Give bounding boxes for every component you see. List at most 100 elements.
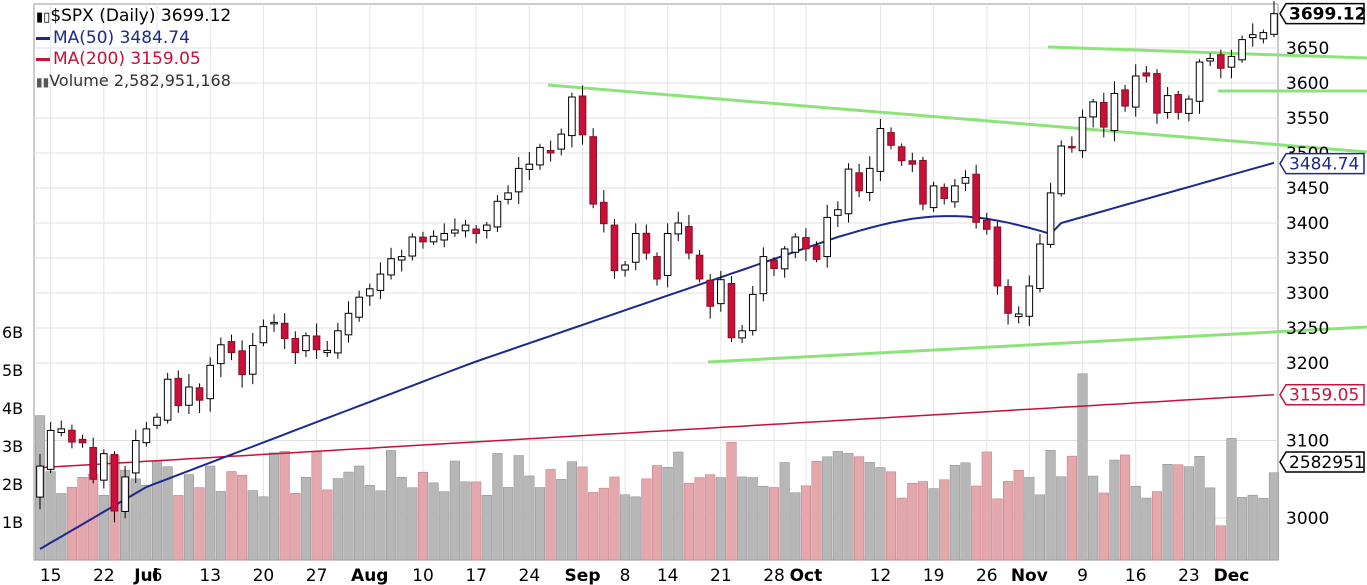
- volume-bar: [875, 467, 886, 561]
- candle-body: [557, 133, 566, 150]
- x-tick-label: Dec: [1214, 566, 1250, 585]
- candle-body: [1195, 61, 1204, 102]
- legend-ma50-text: MA(50) 3484.74: [53, 28, 190, 48]
- volume-bar: [673, 451, 684, 561]
- volume-bar: [258, 496, 269, 561]
- candle-body: [600, 201, 608, 225]
- x-tick-label: 15: [40, 566, 62, 585]
- volume-bar: [800, 485, 811, 561]
- candle-body: [100, 453, 108, 481]
- upper-trendline: [547, 83, 1367, 154]
- candle-body: [1227, 55, 1236, 68]
- candle-body: [887, 132, 895, 146]
- volume-bar: [1151, 491, 1163, 561]
- y-tick-label: 3600: [1286, 74, 1329, 94]
- volume-bar: [1141, 497, 1152, 561]
- y-tick-label: 3400: [1286, 214, 1329, 234]
- y-tick-label: 3550: [1286, 109, 1329, 129]
- volume-tick-label: 6B: [2, 323, 23, 342]
- candle-body: [121, 476, 129, 512]
- candle-body: [674, 222, 683, 235]
- candle-body: [748, 293, 757, 332]
- candle-body: [451, 229, 459, 234]
- volume-bar: [492, 453, 503, 561]
- volume-bar: [428, 482, 439, 561]
- volume-bar: [1194, 455, 1205, 561]
- volume-bar: [885, 471, 897, 561]
- candle-body: [493, 200, 502, 228]
- x-tick-label: 26: [976, 566, 998, 585]
- y-tick-label: 3650: [1286, 39, 1329, 59]
- volume-bar: [737, 476, 748, 561]
- candle-body: [376, 273, 385, 291]
- price-tag-2-text: 3159.05: [1289, 386, 1359, 406]
- candle-body: [1259, 32, 1268, 40]
- y-tick-label: 3100: [1286, 432, 1329, 452]
- volume-tick-label: 5B: [2, 361, 23, 380]
- candle-body: [823, 216, 832, 258]
- candle-body: [1057, 145, 1066, 195]
- candle-body: [514, 167, 523, 193]
- legend-volume: ▮▮Volume 2,582,951,168: [36, 70, 231, 93]
- candle-body: [387, 258, 395, 276]
- candle-body: [280, 322, 289, 340]
- candle-body: [568, 96, 576, 137]
- candle-body: [227, 341, 236, 354]
- volume-bar: [651, 465, 663, 561]
- candle-body: [1014, 313, 1023, 318]
- candle-body: [1036, 243, 1044, 290]
- candle-body: [1089, 101, 1097, 118]
- candle-body: [802, 237, 810, 250]
- candle-body: [727, 282, 736, 339]
- candle-body: [344, 312, 353, 336]
- volume-tick-label: 4B: [2, 399, 23, 418]
- candle-body: [1046, 192, 1055, 245]
- candle-body: [525, 163, 534, 170]
- volume-bar: [971, 485, 982, 561]
- volume-bar: [1237, 497, 1248, 561]
- volume-bar: [56, 493, 67, 561]
- candle-body: [642, 232, 651, 254]
- candle-body: [940, 186, 949, 200]
- price-tag-0-box: [1279, 2, 1365, 25]
- volume-bar: [896, 497, 907, 561]
- volume-bar: [694, 477, 705, 561]
- volume-bar: [1120, 454, 1131, 561]
- volume-icon: ▮▮: [36, 75, 50, 89]
- volume-bar: [598, 487, 609, 561]
- volume-bar: [705, 474, 716, 561]
- volume-bar: [1247, 494, 1258, 561]
- x-tick-label: 13: [199, 566, 221, 585]
- candle-body: [334, 330, 342, 354]
- candle-body: [195, 387, 204, 401]
- volume-bar: [1173, 464, 1184, 561]
- candle-body: [972, 173, 980, 223]
- volume-bar: [928, 488, 939, 561]
- candle-body: [429, 235, 438, 243]
- volume-bar: [917, 481, 928, 561]
- candle-body: [897, 146, 906, 162]
- volume-bar: [141, 484, 152, 561]
- candle-body: [610, 224, 619, 272]
- volume-bar: [609, 476, 620, 561]
- volume-bar: [1268, 472, 1280, 561]
- candle-body: [78, 438, 87, 444]
- candle-body: [1270, 13, 1278, 35]
- volume-tag-box: [1279, 451, 1365, 473]
- volume-bar: [822, 456, 833, 561]
- x-tick-label: 23: [1178, 566, 1200, 585]
- legend-title: ▮▯$SPX (Daily) 3699.12: [36, 6, 231, 28]
- candle-body: [217, 344, 225, 365]
- candle-body: [419, 236, 427, 243]
- candle-body: [302, 335, 310, 352]
- volume-bar: [758, 485, 769, 561]
- moving-averages: [39, 161, 1275, 550]
- volume-bar: [332, 478, 343, 561]
- candle-body: [993, 226, 1002, 287]
- volume-tag-text: 2582951: [1289, 453, 1365, 473]
- legend-volume-text: Volume 2,582,951,168: [49, 71, 231, 90]
- price-tag-0: 3699.12: [1279, 2, 1366, 25]
- volume-bar: [1258, 497, 1269, 561]
- candle-body: [653, 256, 661, 280]
